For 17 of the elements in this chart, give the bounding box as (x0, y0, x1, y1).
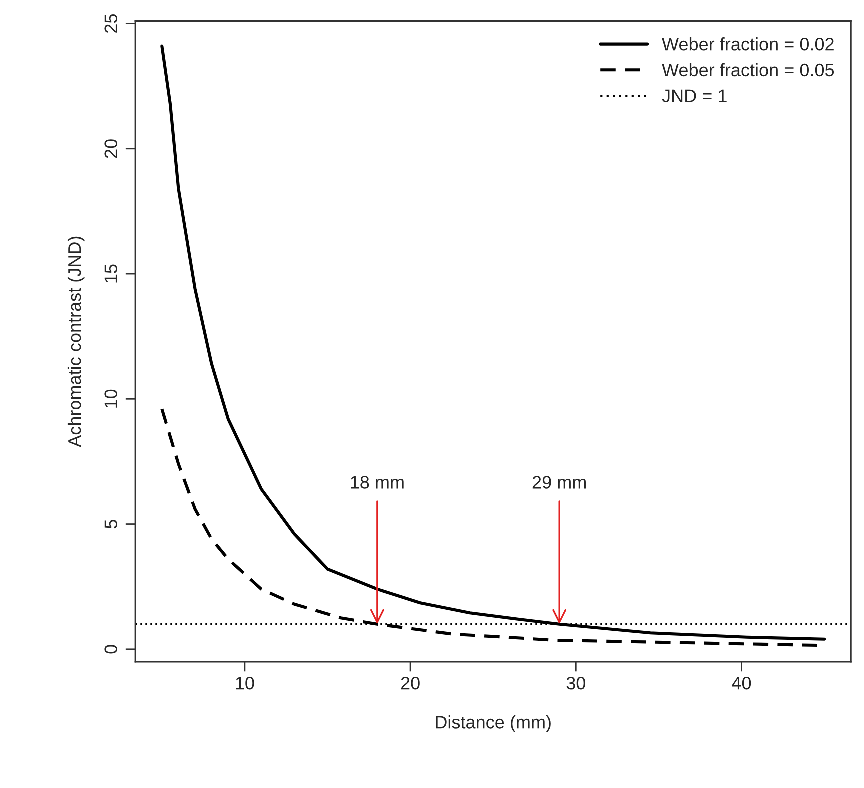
annotation: 18 mm (351, 476, 404, 489)
y-tick-label: 0 (104, 645, 118, 654)
x-tick-label: 30 (566, 676, 586, 690)
annotation: 29 mm (532, 476, 586, 489)
y-tick-label: 25 (104, 14, 118, 33)
legend-label: Weber fraction = 0.02 (662, 38, 834, 51)
y-axis-title: Achromatic contrast (JND) (68, 236, 85, 448)
x-tick-label: 40 (732, 676, 752, 690)
y-tick-label: 10 (104, 390, 118, 408)
x-axis-title: Distance (mm) (436, 716, 551, 732)
legend-label: JND = 1 (662, 90, 727, 103)
y-tick-label: 15 (104, 264, 118, 283)
y-tick-label: 20 (104, 140, 118, 158)
x-tick-label: 20 (401, 676, 420, 690)
x-tick-label: 10 (236, 676, 254, 690)
y-tick-label: 5 (104, 520, 118, 529)
legend-label: Weber fraction = 0.05 (662, 63, 834, 77)
